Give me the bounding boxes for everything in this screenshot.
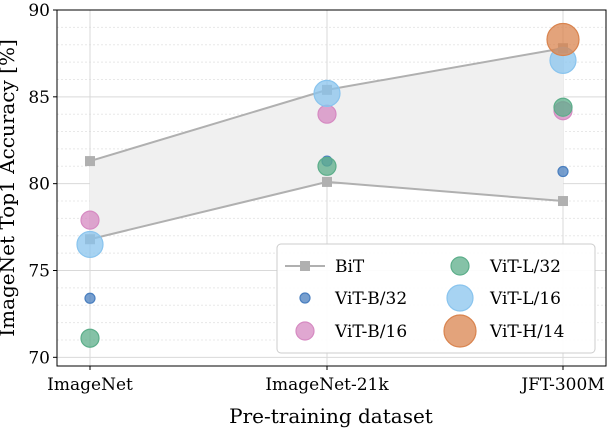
- y-tick-label: 90: [28, 1, 50, 21]
- plot-frame: [56, 9, 607, 367]
- legend: BiT ViT-B/32 ViT-B/16 ViT-L/32 ViT-L/16 ViT-H…: [276, 243, 596, 354]
- point-vit-b-32: [557, 165, 569, 178]
- x-tick-label: ImageNet-21k: [265, 375, 389, 395]
- x-ticks: ImageNet ImageNet-21k JFT-300M: [47, 366, 605, 395]
- point-vit-l-32: [80, 328, 100, 348]
- point-vit-h-14: [546, 22, 580, 57]
- legend-label: ViT-H/14: [489, 322, 565, 342]
- legend-label: ViT-B/32: [334, 289, 407, 309]
- legend-label: ViT-L/16: [489, 289, 561, 309]
- legend-marker-vit-h-14: [443, 314, 477, 348]
- legend-marker-vit-b-16: [295, 321, 315, 341]
- bit-marker: [85, 156, 95, 167]
- x-tick-label: ImageNet: [47, 375, 133, 395]
- x-axis-label: Pre-training dataset: [229, 404, 433, 428]
- legend-label: ViT-B/16: [334, 322, 407, 342]
- bit-marker: [558, 196, 568, 207]
- legend-marker-bit: [300, 261, 310, 271]
- y-axis-label: ImageNet Top1 Accuracy [%]: [0, 39, 19, 337]
- bit-marker: [322, 176, 332, 187]
- data-points: [76, 22, 580, 348]
- legend-label: ViT-L/32: [489, 257, 561, 277]
- y-tick-label: 80: [28, 175, 50, 195]
- point-vit-l-32: [553, 97, 573, 117]
- legend-box: [276, 243, 596, 354]
- legend-label: BiT: [335, 257, 365, 277]
- point-vit-l-32: [317, 156, 337, 176]
- point-vit-b-16: [80, 210, 100, 230]
- point-vit-b-16: [317, 104, 337, 124]
- legend-marker-vit-l-32: [450, 256, 470, 276]
- y-ticks: 70 75 80 85 90: [28, 1, 57, 368]
- legend-marker-vit-l-16: [446, 284, 474, 312]
- x-tick-label: JFT-300M: [519, 375, 604, 395]
- point-vit-l-16: [76, 230, 104, 259]
- bit-band-fill: [90, 48, 563, 240]
- y-tick-label: 75: [28, 261, 50, 281]
- y-tick-label: 70: [28, 348, 50, 368]
- legend-marker-vit-b-32: [299, 292, 311, 304]
- point-vit-b-32: [84, 292, 96, 304]
- point-vit-l-16: [313, 79, 341, 107]
- y-tick-label: 85: [28, 88, 50, 108]
